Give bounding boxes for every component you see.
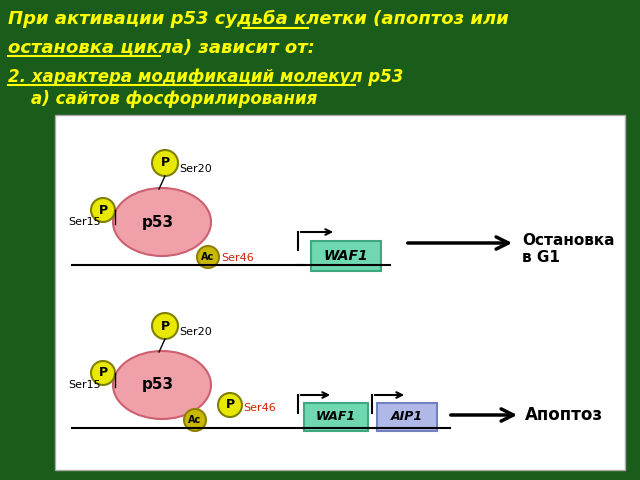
Text: При активации p53 судьба клетки (апоптоз или: При активации p53 судьба клетки (апоптоз… [8, 10, 509, 28]
Text: p53: p53 [142, 377, 174, 393]
Text: WAF1: WAF1 [324, 249, 368, 263]
Circle shape [91, 198, 115, 222]
Text: P: P [225, 398, 235, 411]
Text: p53: p53 [142, 215, 174, 229]
Text: Ser46: Ser46 [221, 253, 253, 263]
Text: Ser15: Ser15 [68, 217, 100, 227]
FancyBboxPatch shape [55, 115, 625, 470]
Circle shape [152, 150, 178, 176]
Circle shape [197, 246, 219, 268]
Text: Остановка
в G1: Остановка в G1 [522, 233, 614, 265]
Text: P: P [99, 367, 108, 380]
Text: Апоптоз: Апоптоз [525, 406, 603, 424]
Text: Ac: Ac [202, 252, 214, 262]
FancyBboxPatch shape [311, 241, 381, 271]
Text: WAF1: WAF1 [316, 410, 356, 423]
Text: Ser20: Ser20 [179, 327, 212, 337]
Circle shape [152, 313, 178, 339]
Text: 2. характера модификаций молекул p53: 2. характера модификаций молекул p53 [8, 68, 403, 86]
Text: Ser20: Ser20 [179, 164, 212, 174]
Text: AIP1: AIP1 [391, 410, 423, 423]
Text: P: P [161, 156, 170, 169]
FancyBboxPatch shape [377, 403, 437, 431]
Text: а) сайтов фосфорилирования: а) сайтов фосфорилирования [8, 90, 317, 108]
Text: Ac: Ac [188, 415, 202, 425]
Ellipse shape [113, 351, 211, 419]
Text: P: P [161, 320, 170, 333]
Text: Ser15: Ser15 [68, 380, 100, 390]
Circle shape [218, 393, 242, 417]
FancyBboxPatch shape [304, 403, 368, 431]
Text: остановка цикла) зависит от:: остановка цикла) зависит от: [8, 38, 315, 56]
Circle shape [184, 409, 206, 431]
Circle shape [91, 361, 115, 385]
Text: Ser46: Ser46 [243, 403, 276, 413]
Text: P: P [99, 204, 108, 216]
Ellipse shape [113, 188, 211, 256]
